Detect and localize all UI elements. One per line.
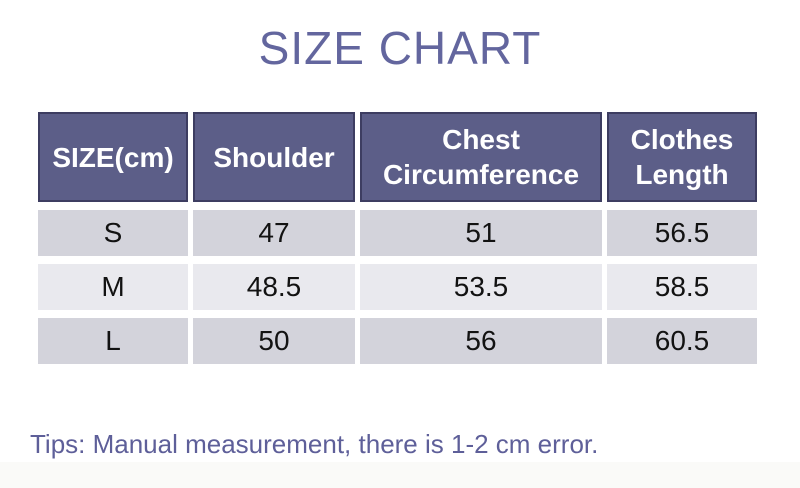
cell-m-length: 58.5	[607, 264, 757, 310]
cell-l-length: 60.5	[607, 318, 757, 364]
cell-s-length: 56.5	[607, 210, 757, 256]
cell-m-shoulder: 48.5	[193, 264, 355, 310]
cell-l-shoulder: 50	[193, 318, 355, 364]
tips-note: Tips: Manual measurement, there is 1-2 c…	[30, 429, 599, 459]
bottom-fade-band	[0, 462, 800, 488]
header-row: SIZE(cm) Shoulder Chest Circumference Cl…	[38, 112, 757, 202]
header-col-size: SIZE(cm)	[38, 112, 188, 202]
size-chart-table: SIZE(cm) Shoulder Chest Circumference Cl…	[33, 104, 762, 372]
header-col-shoulder: Shoulder	[193, 112, 355, 202]
table-row-m: M 48.5 53.5 58.5	[38, 264, 757, 310]
cell-l-chest: 56	[360, 318, 602, 364]
cell-s-chest: 51	[360, 210, 602, 256]
cell-l-size: L	[38, 318, 188, 364]
table-row-l: L 50 56 60.5	[38, 318, 757, 364]
table-row-s: S 47 51 56.5	[38, 210, 757, 256]
header-col-chest-circumference: Chest Circumference	[360, 112, 602, 202]
header-col-clothes-length: Clothes Length	[607, 112, 757, 202]
cell-s-size: S	[38, 210, 188, 256]
cell-m-chest: 53.5	[360, 264, 602, 310]
cell-m-size: M	[38, 264, 188, 310]
cell-s-shoulder: 47	[193, 210, 355, 256]
page-title: SIZE CHART	[258, 22, 542, 74]
